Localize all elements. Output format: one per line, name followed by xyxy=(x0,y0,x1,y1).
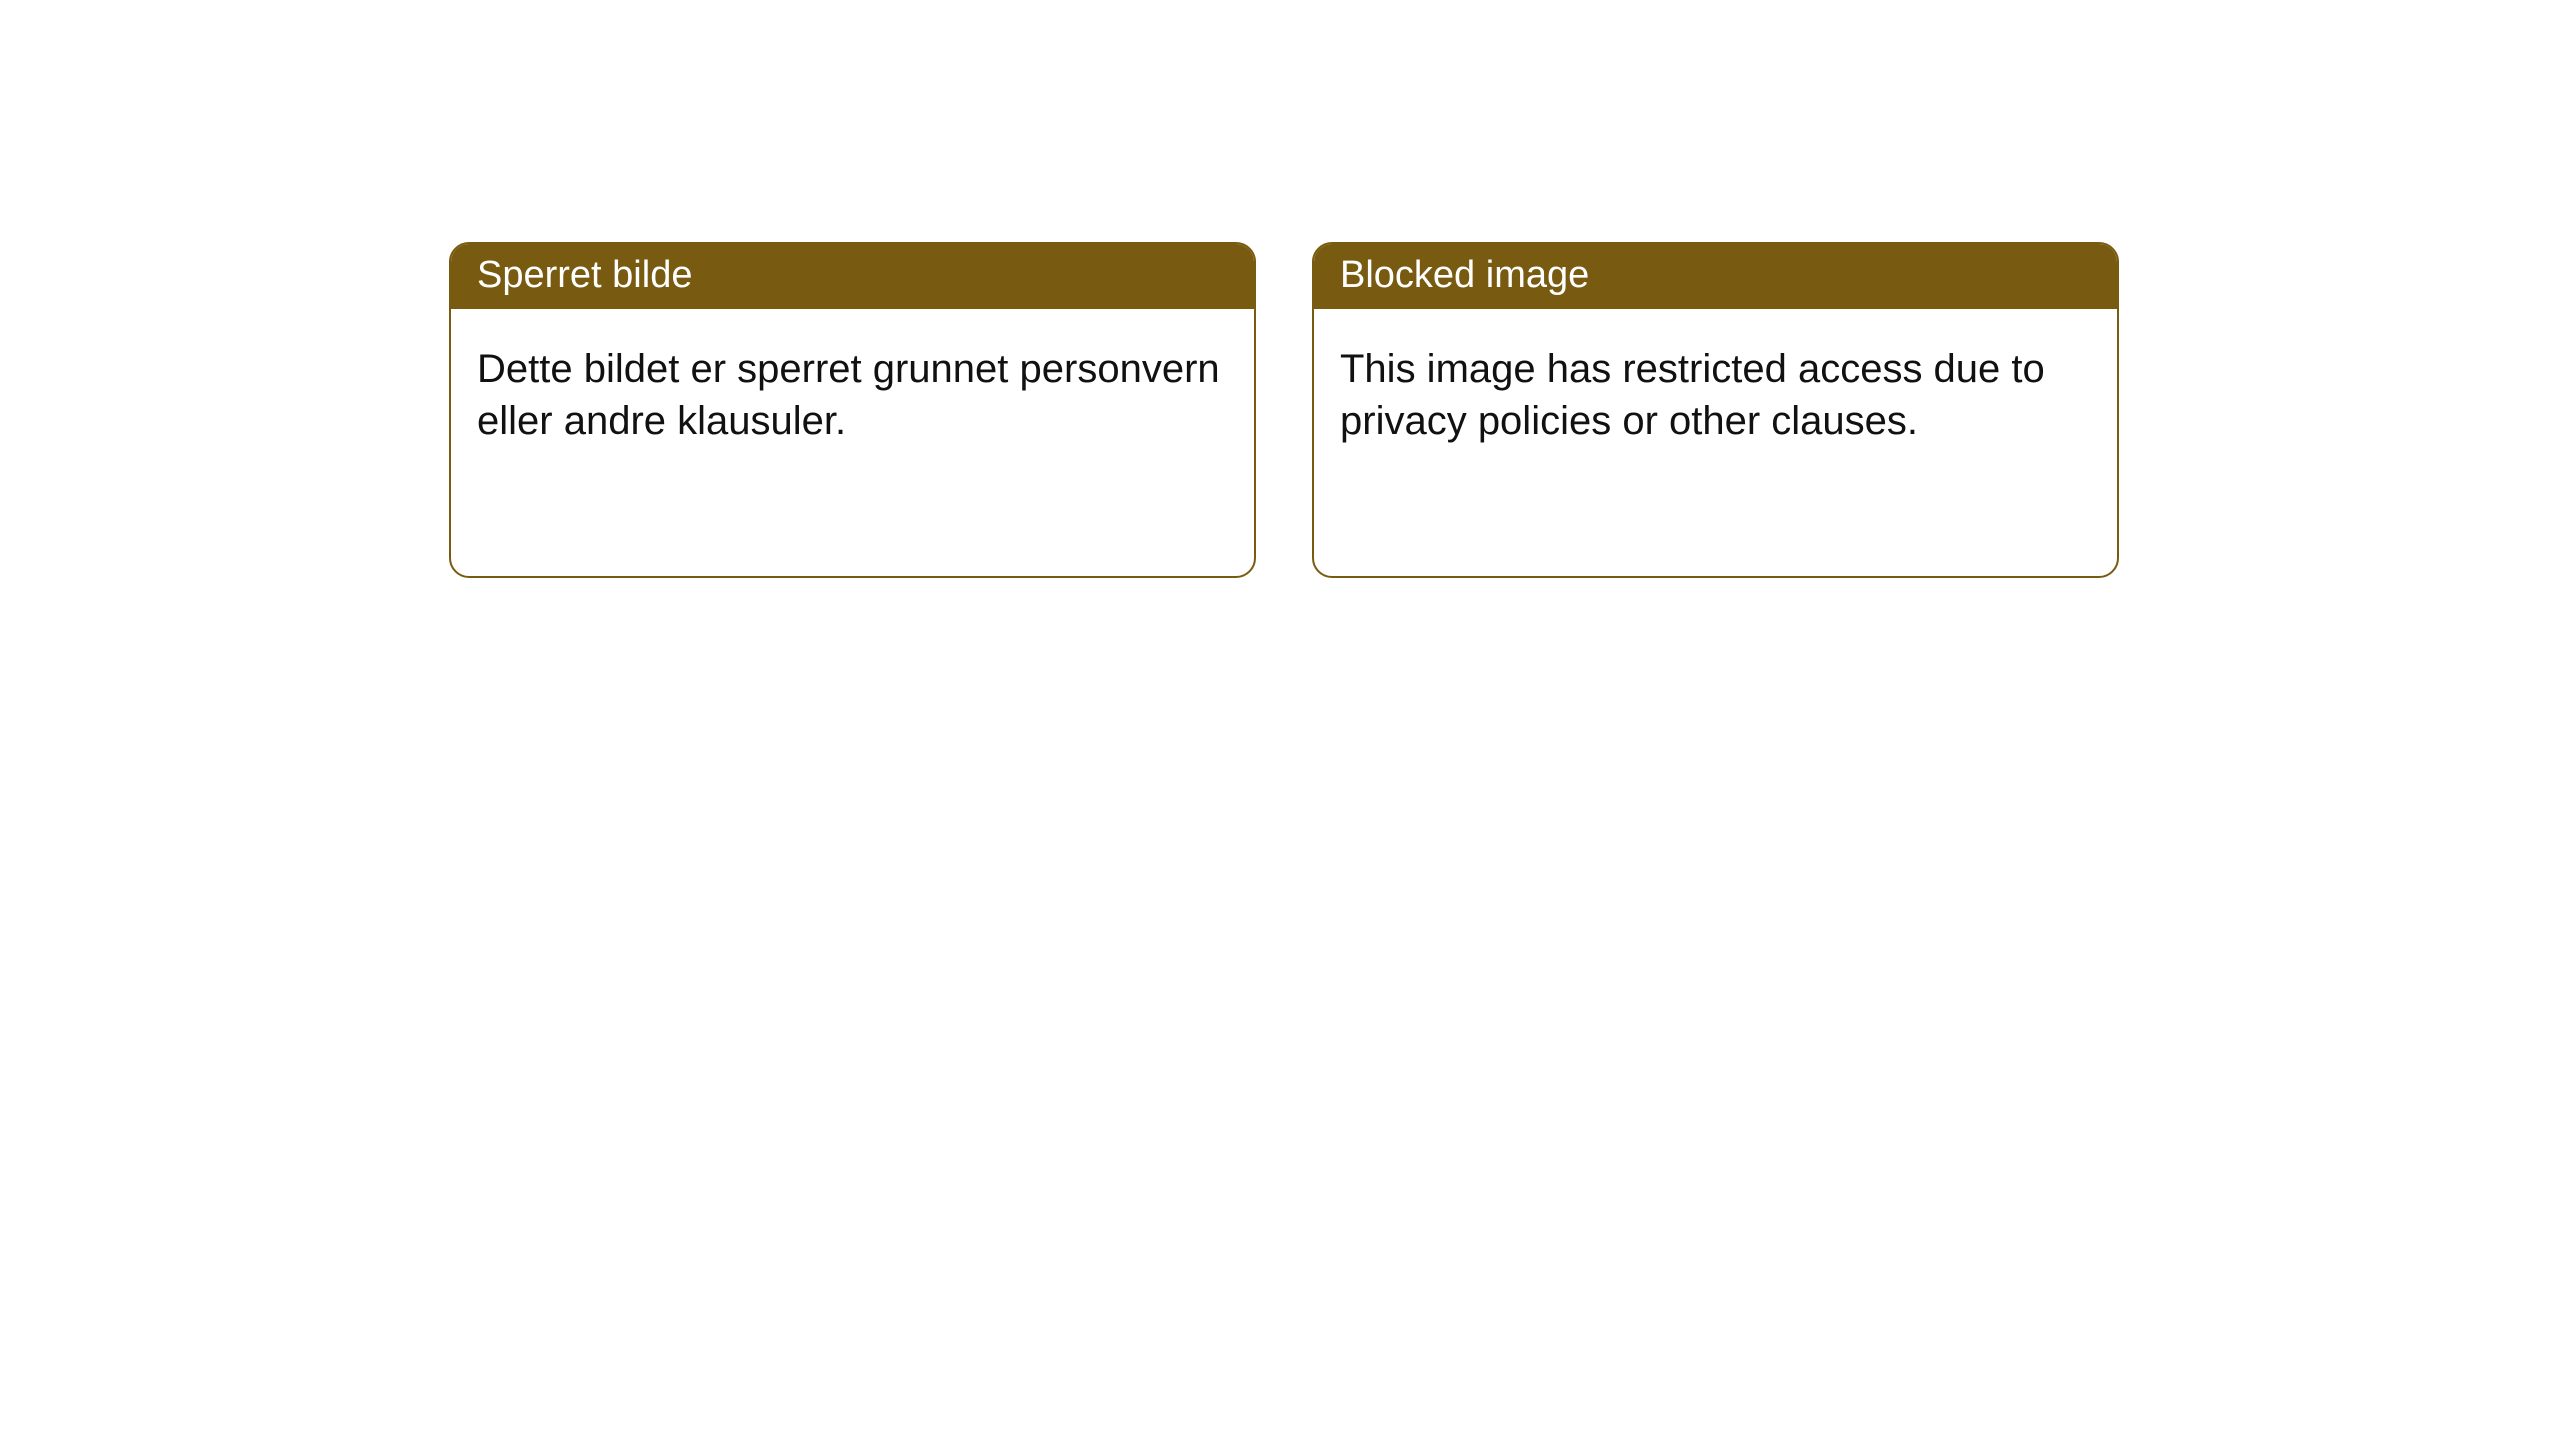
notice-card-header: Blocked image xyxy=(1314,244,2117,309)
notice-card-norwegian: Sperret bilde Dette bildet er sperret gr… xyxy=(449,242,1256,578)
notice-container: Sperret bilde Dette bildet er sperret gr… xyxy=(0,0,2560,578)
notice-card-header: Sperret bilde xyxy=(451,244,1254,309)
notice-card-body: Dette bildet er sperret grunnet personve… xyxy=(451,309,1254,447)
notice-card-body: This image has restricted access due to … xyxy=(1314,309,2117,447)
notice-card-english: Blocked image This image has restricted … xyxy=(1312,242,2119,578)
